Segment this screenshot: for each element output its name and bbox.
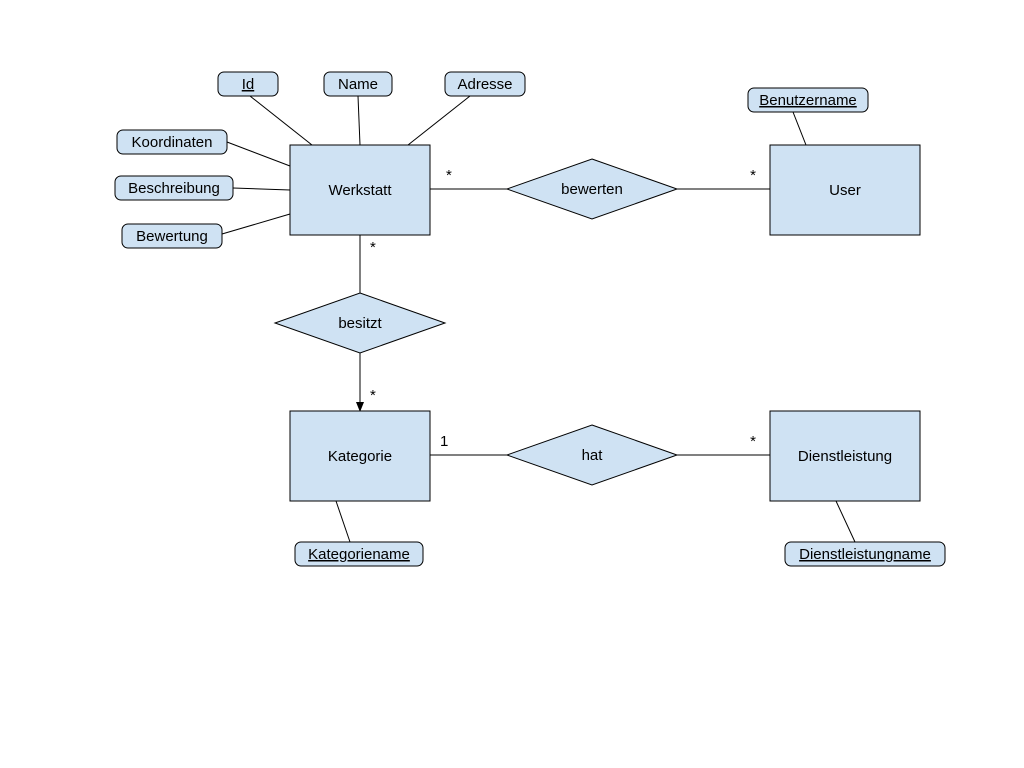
- edge-dienstleistungname-dienstleistung: [836, 501, 855, 542]
- edge-kategoriename-kategorie: [336, 501, 350, 542]
- attr-kategoriename: Kategoriename: [295, 542, 423, 566]
- attr-name: Name: [324, 72, 392, 96]
- card-hat-dienstleistung: *: [750, 433, 756, 450]
- svg-text:Name: Name: [338, 76, 378, 93]
- entity-user: User: [770, 145, 920, 235]
- edge-id-werkstatt: [250, 96, 312, 145]
- relationship-bewerten: bewerten: [507, 159, 677, 219]
- svg-text:Dienstleistungname: Dienstleistungname: [799, 546, 931, 563]
- er-diagram: * * * * 1 * bewerten besitzt hat Werksta…: [0, 0, 1024, 768]
- card-bewerten-user: *: [750, 167, 756, 184]
- edge-beschreibung-werkstatt: [233, 188, 290, 190]
- card-werkstatt-bewerten: *: [446, 167, 452, 184]
- svg-text:hat: hat: [582, 447, 604, 464]
- attr-koordinaten: Koordinaten: [117, 130, 227, 154]
- edge-adresse-werkstatt: [408, 96, 470, 145]
- attr-beschreibung: Beschreibung: [115, 176, 233, 200]
- entity-werkstatt: Werkstatt: [290, 145, 430, 235]
- entity-kategorie: Kategorie: [290, 411, 430, 501]
- svg-text:Bewertung: Bewertung: [136, 228, 208, 245]
- card-besitzt-kategorie: *: [370, 387, 376, 404]
- card-kategorie-hat: 1: [440, 433, 448, 450]
- svg-text:Kategoriename: Kategoriename: [308, 546, 410, 563]
- attr-id: Id: [218, 72, 278, 96]
- svg-text:Beschreibung: Beschreibung: [128, 180, 220, 197]
- entity-dienstleistung: Dienstleistung: [770, 411, 920, 501]
- svg-text:Benutzername: Benutzername: [759, 92, 857, 109]
- svg-text:Id: Id: [242, 76, 255, 93]
- attr-dienstleistungname: Dienstleistungname: [785, 542, 945, 566]
- attr-adresse: Adresse: [445, 72, 525, 96]
- edge-koordinaten-werkstatt: [227, 142, 290, 166]
- svg-text:Dienstleistung: Dienstleistung: [798, 448, 892, 465]
- svg-text:bewerten: bewerten: [561, 181, 623, 198]
- svg-text:besitzt: besitzt: [338, 315, 382, 332]
- edge-benutzername-user: [793, 112, 806, 145]
- svg-text:User: User: [829, 182, 861, 199]
- attr-benutzername: Benutzername: [748, 88, 868, 112]
- edge-name-werkstatt: [358, 96, 360, 145]
- svg-text:Kategorie: Kategorie: [328, 448, 392, 465]
- svg-text:Werkstatt: Werkstatt: [328, 182, 392, 199]
- edge-bewertung-werkstatt: [222, 214, 290, 234]
- attr-bewertung: Bewertung: [122, 224, 222, 248]
- svg-text:Koordinaten: Koordinaten: [132, 134, 213, 151]
- relationship-hat: hat: [507, 425, 677, 485]
- svg-text:Adresse: Adresse: [457, 76, 512, 93]
- card-werkstatt-besitzt: *: [370, 239, 376, 256]
- relationship-besitzt: besitzt: [275, 293, 445, 353]
